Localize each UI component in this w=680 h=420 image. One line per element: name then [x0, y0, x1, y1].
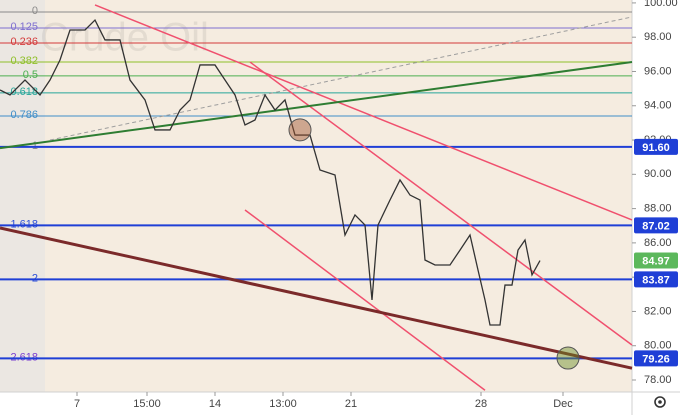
y-tick-label: 78.00: [644, 374, 672, 386]
fib-label: 1: [32, 140, 38, 152]
trend-line: [0, 226, 633, 370]
fib-label: 2.618: [10, 351, 38, 363]
fib-label: 0.125: [10, 21, 38, 33]
fib-label: 0.5: [23, 69, 38, 81]
fib-label: 0.618: [10, 86, 38, 98]
y-tick-label: 98.00: [644, 31, 672, 43]
y-tick-label: 88.00: [644, 203, 672, 215]
trend-line: [94, 4, 633, 221]
x-tick-label: 28: [475, 398, 487, 410]
price-tag: [634, 217, 678, 234]
x-tick-label: Dec: [553, 398, 573, 410]
trend-line: [49, 16, 633, 141]
plot-background: [0, 0, 632, 392]
y-tick-label: 80.00: [644, 340, 672, 352]
y-tick-label: 96.00: [644, 65, 672, 77]
price-tag-label: 91.60: [642, 142, 670, 154]
watermark: Crude Oil: [40, 16, 209, 60]
price-line: [0, 18, 541, 326]
x-tick-label: 7: [74, 398, 80, 410]
x-tick-label: 13:00: [269, 398, 297, 410]
fib-label: 0.382: [10, 55, 38, 67]
x-tick-label: 15:00: [133, 398, 161, 410]
fib-label: 2: [32, 272, 38, 284]
settings-icon[interactable]: [654, 396, 666, 408]
highlight-marker: [556, 346, 580, 370]
y-tick-label: 100.00: [644, 0, 678, 9]
fib-label: 1.618: [10, 218, 38, 230]
fib-label: 0.786: [10, 109, 38, 121]
price-tag-label: 84.97: [642, 255, 670, 267]
price-tag: [634, 350, 678, 367]
y-tick-label: 82.00: [644, 305, 672, 317]
highlight-marker: [288, 118, 312, 142]
x-tick-label: 21: [345, 398, 357, 410]
price-tag: [634, 271, 678, 288]
trend-line: [244, 209, 486, 391]
y-tick-label: 86.00: [644, 237, 672, 249]
y-tick-label: 94.00: [644, 100, 672, 112]
y-tick-label: 90.00: [644, 168, 672, 180]
price-tag-label: 87.02: [642, 220, 670, 232]
plot-background-left: [0, 0, 45, 392]
price-tag-label: 79.26: [642, 353, 670, 365]
price-tag: [634, 138, 678, 155]
trend-line: [0, 61, 633, 150]
fib-label: 0.236: [10, 36, 38, 48]
trend-line: [249, 61, 633, 346]
gear-hub[interactable]: [658, 400, 662, 404]
gear[interactable]: [654, 396, 666, 408]
price-tag: [634, 252, 678, 269]
x-tick-label: 14: [209, 398, 221, 410]
price-tag-label: 83.87: [642, 274, 670, 286]
fib-label: 0: [32, 5, 38, 17]
